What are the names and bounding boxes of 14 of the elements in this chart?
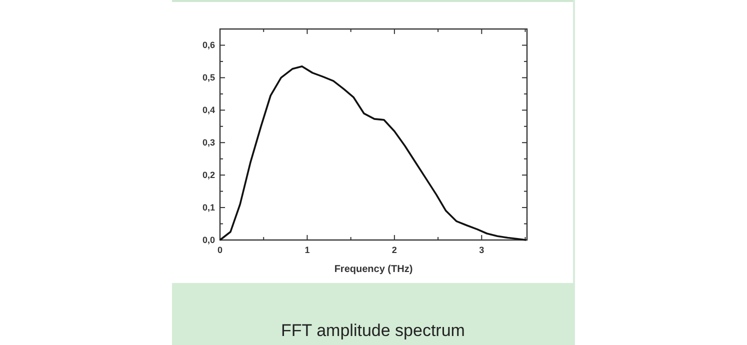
y-tick-label: 0,4	[202, 105, 215, 116]
y-tick-label: 0,5	[202, 72, 215, 83]
x-tick-label: 1	[304, 245, 310, 255]
x-tick-label: 2	[392, 245, 397, 255]
x-tick-label: 0	[217, 245, 223, 255]
y-tick-label: 0,0	[202, 235, 215, 245]
x-tick-label: 3	[479, 245, 484, 255]
y-tick-label: 0,2	[202, 170, 215, 180]
text: FFT amplitude spectrum	[281, 321, 465, 340]
y-tick-label: 0,6	[202, 40, 215, 50]
y-tick-label: 0,3	[202, 138, 215, 148]
x-axis-title: Frequency (THz)	[334, 264, 413, 275]
line-series	[219, 65, 528, 241]
y-tick-label: 0,1	[202, 202, 215, 213]
